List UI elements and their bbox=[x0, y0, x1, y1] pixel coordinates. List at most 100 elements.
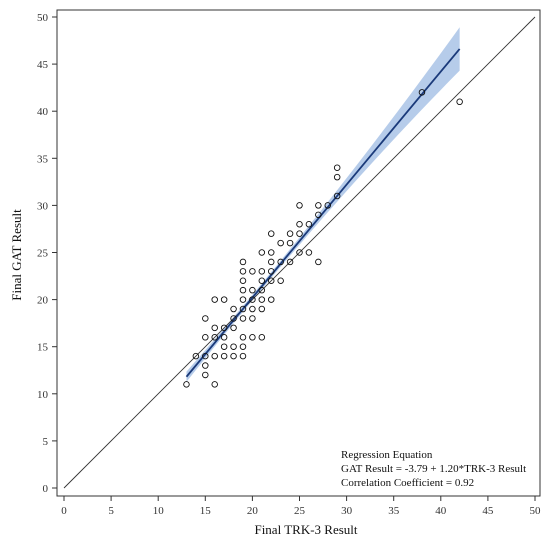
data-point bbox=[286, 230, 294, 237]
data-point bbox=[211, 324, 218, 332]
regression-line bbox=[185, 48, 461, 378]
data-point bbox=[249, 315, 256, 322]
data-point bbox=[315, 211, 322, 219]
data-point bbox=[239, 258, 247, 266]
data-point bbox=[239, 343, 247, 350]
x-tick-label: 40 bbox=[435, 505, 447, 517]
data-point bbox=[296, 230, 303, 237]
x-tick-label: 15 bbox=[200, 505, 212, 517]
annotation-equation: GAT Result = -3.79 + 1.20*TRK-3 Result bbox=[341, 463, 526, 475]
data-point bbox=[286, 239, 294, 247]
x-tick-label: 20 bbox=[247, 505, 259, 517]
y-tick-label: 40 bbox=[37, 106, 49, 118]
data-point bbox=[267, 249, 275, 256]
y-tick-label: 10 bbox=[37, 389, 49, 401]
data-point bbox=[239, 296, 247, 303]
x-tick-label: 30 bbox=[341, 505, 353, 517]
data-point bbox=[258, 334, 266, 341]
y-axis-title: Final GAT Result bbox=[9, 209, 24, 301]
y-tick-label: 45 bbox=[37, 59, 49, 71]
data-point bbox=[267, 277, 275, 285]
data-point bbox=[230, 324, 237, 332]
data-point bbox=[258, 277, 266, 285]
data-point bbox=[249, 286, 256, 294]
data-point bbox=[296, 202, 303, 209]
annotation-title: Regression Equation bbox=[341, 449, 433, 461]
y-tick-label: 35 bbox=[37, 153, 49, 165]
data-point bbox=[230, 315, 237, 322]
data-point bbox=[249, 334, 256, 341]
confidence-band bbox=[186, 27, 460, 382]
data-point bbox=[202, 371, 209, 379]
data-point bbox=[202, 334, 209, 341]
data-point bbox=[211, 352, 218, 360]
data-point bbox=[258, 249, 266, 256]
data-point bbox=[239, 305, 247, 313]
data-point bbox=[333, 192, 341, 200]
x-axis-title: Final TRK-3 Result bbox=[254, 522, 357, 537]
data-point bbox=[315, 202, 322, 209]
y-tick-label: 50 bbox=[37, 12, 49, 24]
data-point bbox=[239, 277, 247, 285]
data-point bbox=[239, 352, 247, 360]
data-point bbox=[220, 324, 228, 332]
data-point bbox=[192, 352, 200, 360]
identity-line bbox=[63, 16, 536, 489]
data-point bbox=[267, 258, 275, 266]
data-point bbox=[258, 268, 266, 275]
data-point bbox=[202, 315, 209, 322]
data-point bbox=[333, 164, 341, 171]
data-point bbox=[230, 343, 237, 350]
data-point bbox=[230, 305, 237, 313]
data-point bbox=[220, 343, 228, 350]
data-point bbox=[315, 258, 322, 266]
data-point bbox=[211, 296, 218, 303]
data-point bbox=[277, 239, 284, 247]
data-point bbox=[267, 230, 275, 237]
x-tick-label: 10 bbox=[153, 505, 165, 517]
data-point bbox=[249, 268, 256, 275]
data-point bbox=[418, 89, 426, 96]
data-point bbox=[267, 268, 275, 275]
data-point bbox=[277, 258, 284, 266]
y-tick-label: 5 bbox=[43, 436, 49, 448]
data-point bbox=[324, 202, 332, 209]
y-tick-label: 20 bbox=[37, 295, 49, 307]
data-point bbox=[239, 286, 247, 294]
data-point bbox=[305, 249, 313, 256]
y-tick-label: 30 bbox=[37, 200, 49, 212]
data-point bbox=[267, 296, 275, 303]
data-point bbox=[239, 268, 247, 275]
data-point bbox=[305, 220, 313, 228]
x-tick-label: 5 bbox=[108, 505, 114, 517]
y-tick-label: 0 bbox=[43, 483, 49, 495]
x-tick-label: 25 bbox=[294, 505, 306, 517]
data-point bbox=[333, 173, 341, 181]
y-tick-label: 25 bbox=[37, 248, 49, 260]
data-point bbox=[211, 334, 218, 341]
data-point bbox=[202, 352, 209, 360]
data-point bbox=[230, 352, 237, 360]
data-point bbox=[211, 381, 218, 388]
data-point bbox=[239, 334, 247, 341]
data-point bbox=[258, 286, 266, 294]
x-tick-label: 50 bbox=[530, 505, 542, 517]
data-point bbox=[183, 381, 190, 388]
data-point bbox=[249, 296, 256, 303]
data-point bbox=[296, 220, 303, 228]
data-point bbox=[249, 305, 256, 313]
data-point bbox=[456, 98, 463, 106]
x-tick-label: 45 bbox=[482, 505, 494, 517]
data-point bbox=[277, 277, 284, 285]
y-tick-label: 15 bbox=[37, 342, 49, 354]
data-point bbox=[202, 362, 209, 369]
data-point bbox=[258, 305, 266, 313]
data-point bbox=[220, 334, 228, 341]
data-point bbox=[239, 315, 247, 322]
x-tick-label: 35 bbox=[388, 505, 400, 517]
data-point bbox=[258, 296, 266, 303]
data-point bbox=[220, 296, 228, 303]
x-tick-label: 0 bbox=[61, 505, 67, 517]
data-point bbox=[220, 352, 228, 360]
